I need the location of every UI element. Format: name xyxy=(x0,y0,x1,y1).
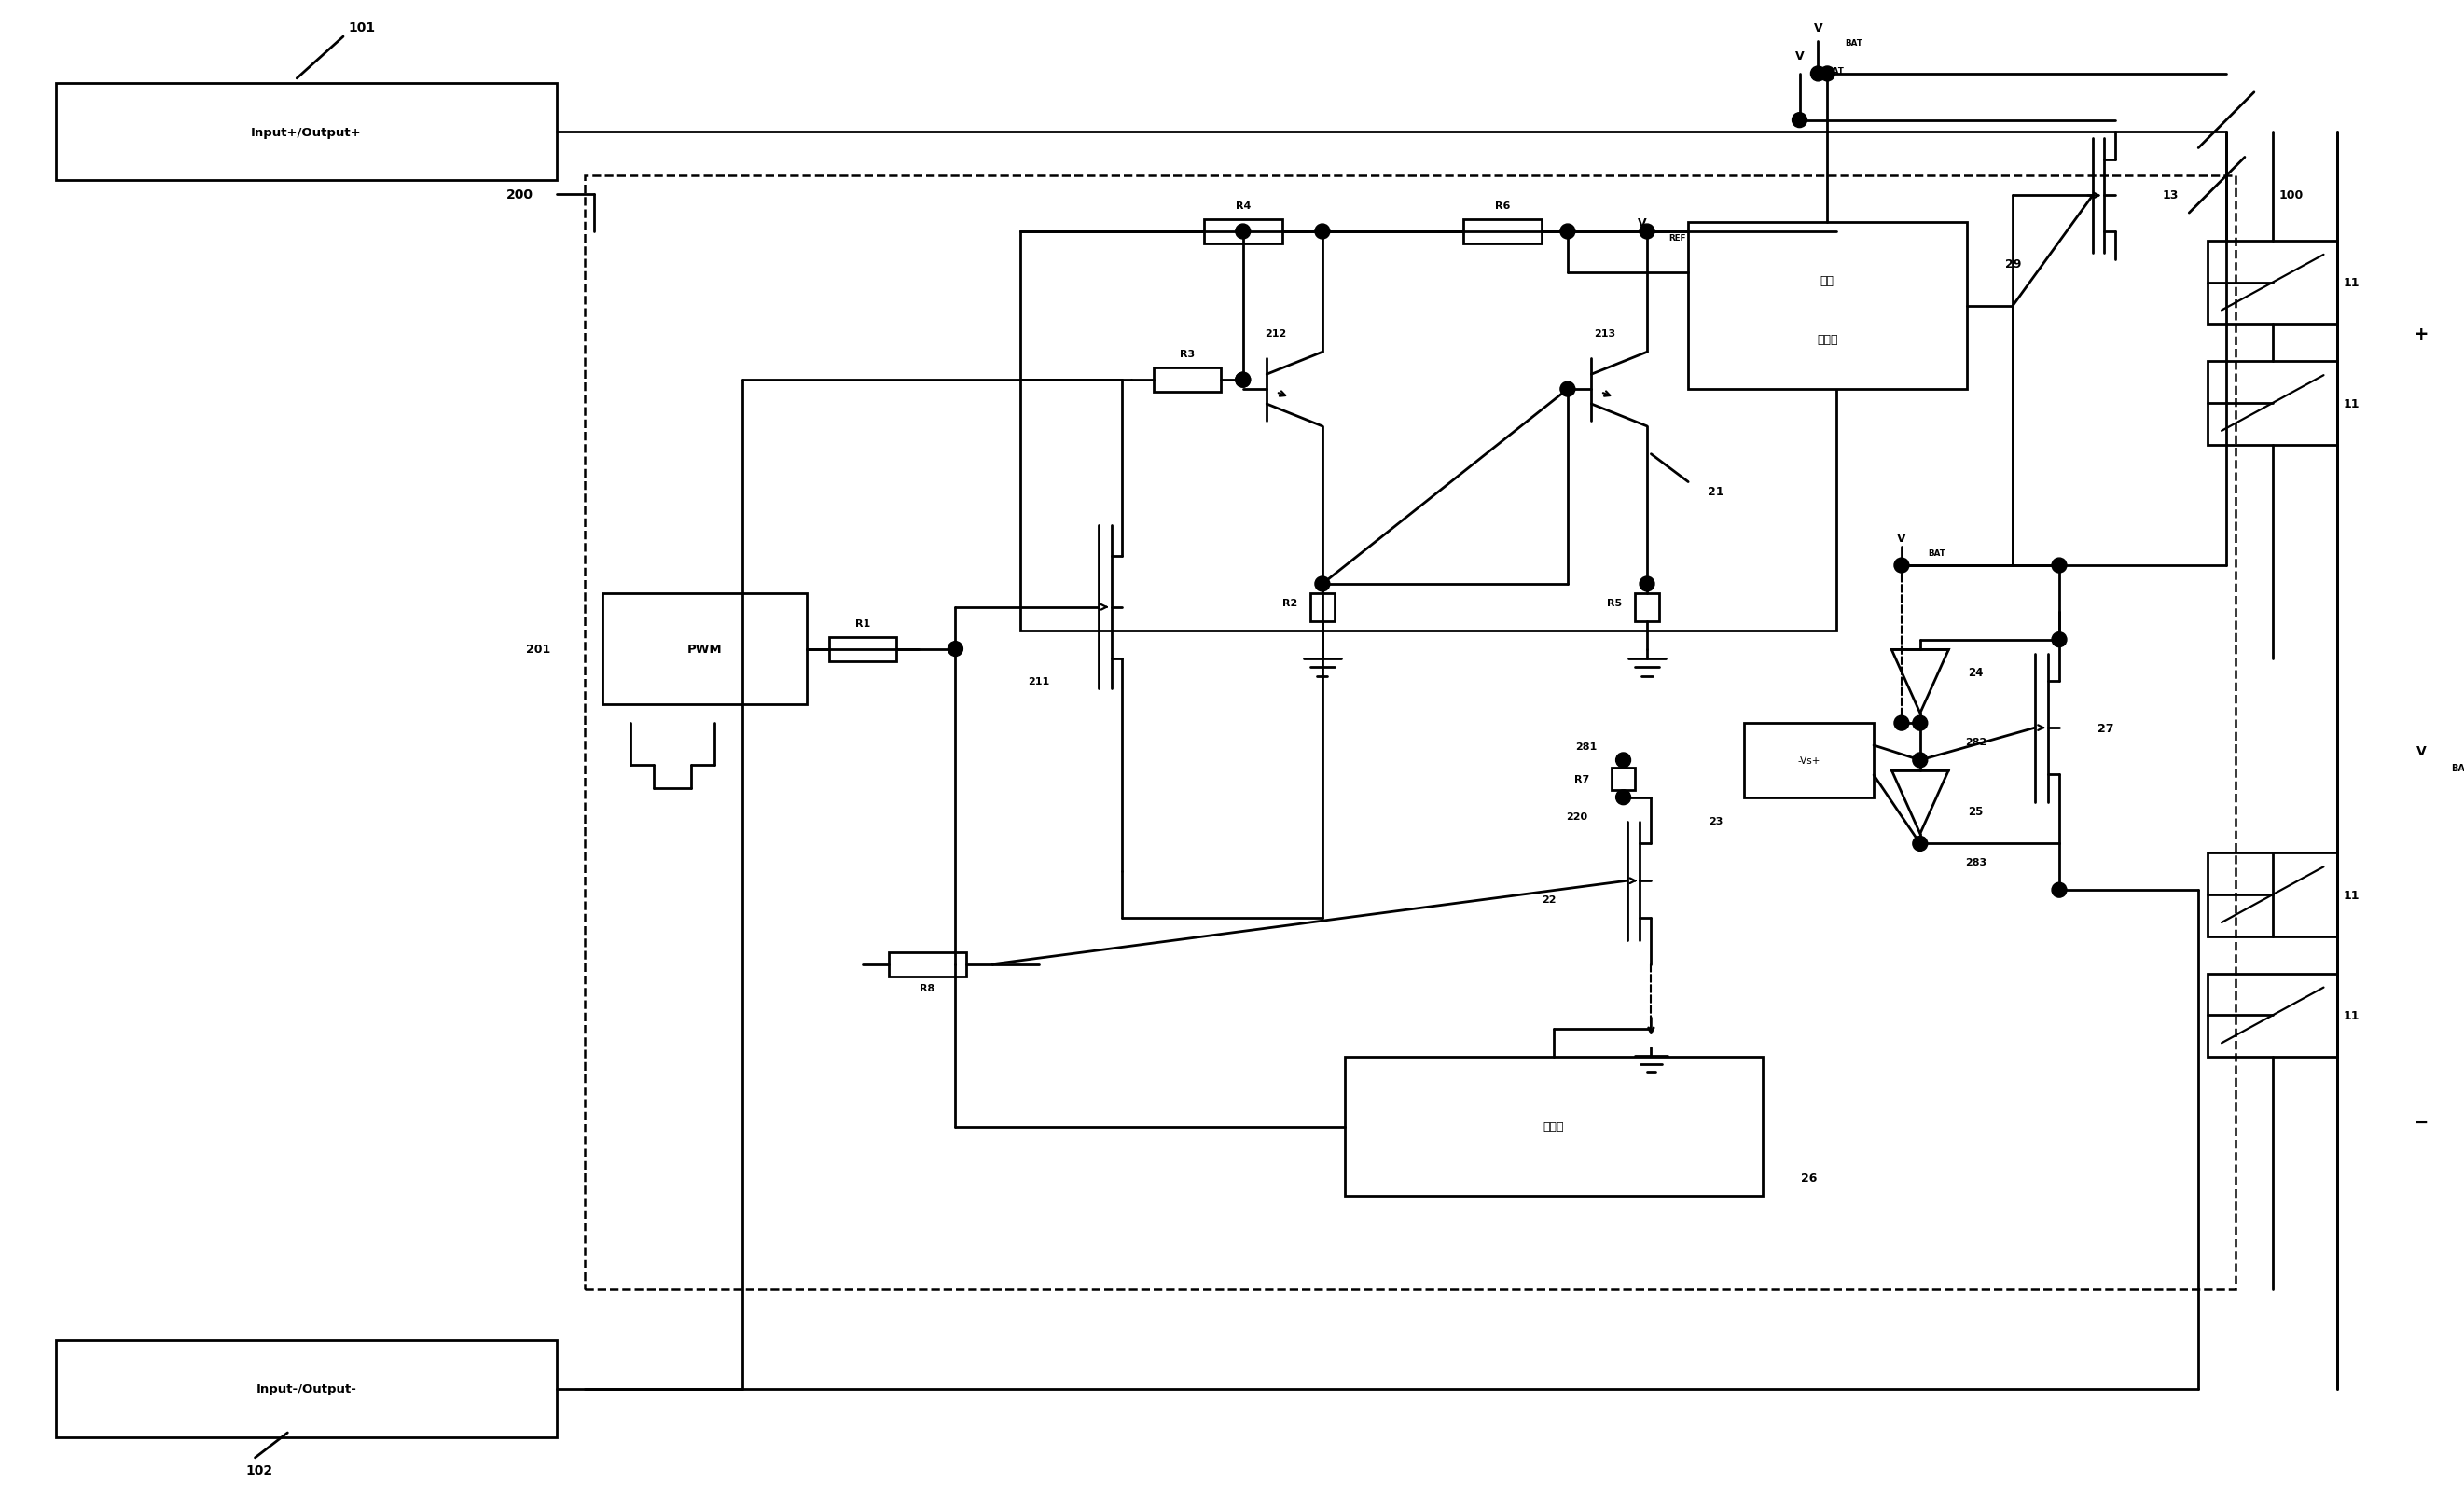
Text: 211: 211 xyxy=(1027,677,1050,687)
Circle shape xyxy=(1560,225,1574,240)
Circle shape xyxy=(949,642,963,657)
Text: 101: 101 xyxy=(347,21,375,34)
Circle shape xyxy=(1821,67,1836,82)
Text: 26: 26 xyxy=(1801,1172,1816,1184)
Text: BAT: BAT xyxy=(1846,39,1863,48)
Circle shape xyxy=(1895,558,1910,573)
Text: 13: 13 xyxy=(2163,189,2178,201)
Circle shape xyxy=(1316,225,1331,240)
Text: 282: 282 xyxy=(1964,738,1986,747)
Text: 22: 22 xyxy=(1542,895,1557,904)
Text: 200: 200 xyxy=(505,189,532,202)
Text: -Vs+: -Vs+ xyxy=(1796,756,1821,765)
Text: 23: 23 xyxy=(1710,816,1722,825)
Text: 283: 283 xyxy=(1964,858,1986,867)
Text: +: + xyxy=(2412,325,2430,343)
Text: R5: R5 xyxy=(1607,599,1621,608)
Text: R4: R4 xyxy=(1234,202,1252,211)
Circle shape xyxy=(1616,790,1631,805)
Bar xyxy=(604,594,808,705)
Text: 213: 213 xyxy=(1594,329,1616,338)
Circle shape xyxy=(2053,633,2067,647)
Bar xyxy=(57,84,557,181)
Text: 102: 102 xyxy=(246,1463,274,1476)
Text: 220: 220 xyxy=(1567,811,1587,820)
Circle shape xyxy=(1639,576,1653,591)
Circle shape xyxy=(1912,753,1927,768)
Circle shape xyxy=(2053,558,2067,573)
Bar xyxy=(1153,368,1220,392)
Text: R3: R3 xyxy=(1180,350,1195,359)
Text: 212: 212 xyxy=(1264,329,1286,338)
Text: REF: REF xyxy=(1668,234,1685,243)
Text: V: V xyxy=(1897,531,1907,543)
Bar xyxy=(1464,220,1542,244)
Circle shape xyxy=(1616,753,1631,768)
Circle shape xyxy=(1234,373,1249,388)
Text: 281: 281 xyxy=(1574,743,1597,751)
Text: −: − xyxy=(2412,1114,2430,1130)
Bar xyxy=(2208,973,2338,1057)
Bar xyxy=(1311,594,1335,621)
Circle shape xyxy=(1316,576,1331,591)
Circle shape xyxy=(1912,837,1927,852)
Text: BAT: BAT xyxy=(1826,67,1843,75)
Text: R1: R1 xyxy=(855,618,870,629)
Text: R7: R7 xyxy=(1574,774,1589,784)
Text: 27: 27 xyxy=(2097,722,2114,734)
Text: 11: 11 xyxy=(2343,1009,2361,1021)
Circle shape xyxy=(1234,225,1249,240)
Bar xyxy=(1745,723,1873,798)
Text: 21: 21 xyxy=(1708,485,1725,499)
Text: 25: 25 xyxy=(1969,805,1984,817)
Text: 11: 11 xyxy=(2343,398,2361,410)
Bar xyxy=(1205,220,1281,244)
Circle shape xyxy=(1234,373,1249,388)
Text: Input+/Output+: Input+/Output+ xyxy=(251,126,362,139)
Text: Input-/Output-: Input-/Output- xyxy=(256,1383,357,1395)
Circle shape xyxy=(1639,225,1653,240)
Text: 100: 100 xyxy=(2279,189,2304,201)
Text: 24: 24 xyxy=(1969,666,1984,678)
Text: V: V xyxy=(1796,49,1804,61)
Bar xyxy=(584,177,2235,1289)
Bar xyxy=(2208,241,2338,325)
Text: 201: 201 xyxy=(525,644,549,656)
Text: 11: 11 xyxy=(2343,277,2361,289)
Text: 电压: 电压 xyxy=(1821,275,1833,287)
Text: V: V xyxy=(1814,22,1823,34)
Text: R6: R6 xyxy=(1496,202,1510,211)
Text: BAT: BAT xyxy=(1929,549,1947,557)
Text: 储能器: 储能器 xyxy=(1542,1121,1565,1133)
Text: 调节器: 调节器 xyxy=(1816,334,1838,346)
Bar xyxy=(1636,594,1658,621)
Bar xyxy=(1688,223,1966,389)
Circle shape xyxy=(1895,716,1910,731)
Bar xyxy=(2208,362,2338,445)
Text: 11: 11 xyxy=(2343,889,2361,901)
Circle shape xyxy=(1560,382,1574,397)
Bar xyxy=(830,638,897,662)
Bar xyxy=(1020,232,1836,630)
Bar xyxy=(2208,853,2338,937)
Text: BAT: BAT xyxy=(2452,763,2464,772)
Circle shape xyxy=(2053,883,2067,898)
Circle shape xyxy=(1811,67,1826,82)
Text: V: V xyxy=(1639,217,1646,229)
Text: V: V xyxy=(2417,744,2427,757)
Bar xyxy=(1345,1057,1762,1196)
Text: PWM: PWM xyxy=(687,644,722,656)
Circle shape xyxy=(1791,114,1806,129)
Bar xyxy=(57,1340,557,1437)
Circle shape xyxy=(1912,716,1927,731)
Bar xyxy=(890,952,966,976)
Text: R8: R8 xyxy=(919,984,936,993)
Text: R2: R2 xyxy=(1281,599,1299,608)
Bar xyxy=(1611,768,1636,790)
Text: 29: 29 xyxy=(2006,259,2020,271)
